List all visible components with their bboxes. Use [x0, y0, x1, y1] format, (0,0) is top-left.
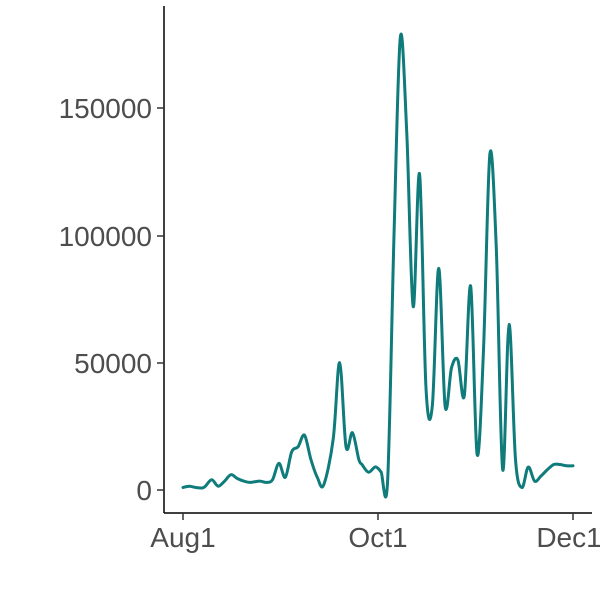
y-tick-label: 150000 — [59, 93, 152, 124]
y-tick-label: 100000 — [59, 221, 152, 252]
y-tick-label: 0 — [136, 475, 152, 506]
x-tick-label: Dec1 — [536, 522, 600, 553]
x-tick-label: Oct1 — [348, 522, 407, 553]
x-tick-label: Aug1 — [150, 522, 215, 553]
y-tick-label: 50000 — [74, 348, 152, 379]
series-line — [181, 32, 575, 499]
